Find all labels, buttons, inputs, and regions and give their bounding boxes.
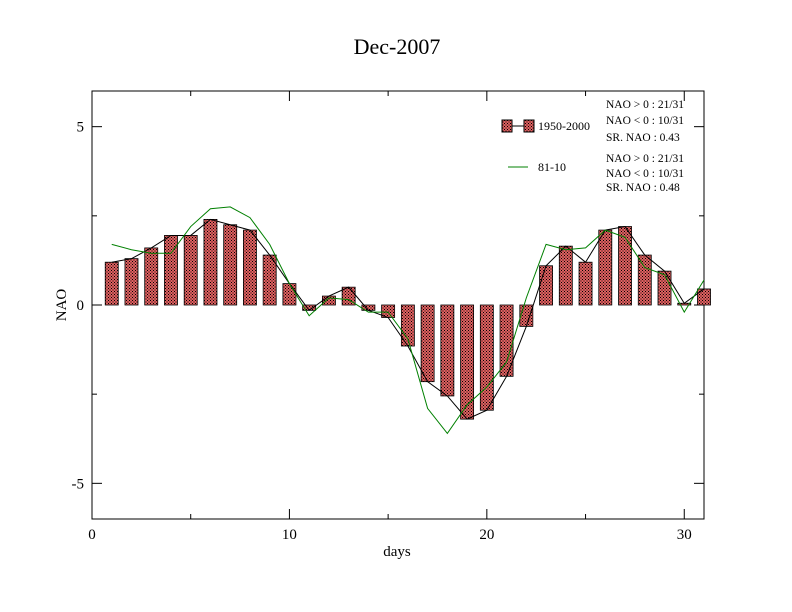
line-stat-sr: SR. NAO : 0.48 bbox=[606, 182, 680, 194]
bar-day-23 bbox=[539, 265, 553, 306]
bar-day-1 bbox=[104, 261, 119, 306]
bar-day-8 bbox=[243, 229, 257, 306]
legend-bar-swatch-right bbox=[523, 119, 535, 133]
bar-stat-negative: NAO < 0 : 10/31 bbox=[606, 115, 684, 127]
bar-day-10 bbox=[282, 283, 297, 306]
bar-day-5 bbox=[183, 235, 198, 306]
chart-title: Dec-2007 bbox=[354, 34, 441, 59]
bar-day-9 bbox=[262, 254, 277, 306]
line-stat-negative: NAO < 0 : 10/31 bbox=[606, 168, 684, 180]
x-tick-label-30: 30 bbox=[677, 527, 692, 543]
legend-bar-label: 1950-2000 bbox=[538, 119, 590, 133]
bar-day-22 bbox=[519, 304, 534, 327]
ticks-group: 0 10 20 30 5 0 -5 bbox=[72, 91, 704, 543]
line-stat-positive: NAO > 0 : 21/31 bbox=[606, 153, 684, 165]
legend: 1950-2000 81-10 NAO > 0 : 21/31 NAO < 0 … bbox=[501, 99, 684, 194]
legend-bar-swatch-left bbox=[501, 119, 513, 133]
legend-line-label: 81-10 bbox=[538, 160, 566, 174]
bar-day-17 bbox=[420, 304, 435, 383]
y-tick-label-0: 0 bbox=[77, 298, 85, 314]
bar-day-4 bbox=[164, 235, 178, 306]
bar-day-18 bbox=[440, 304, 455, 397]
y-tick-label-5: 5 bbox=[77, 120, 85, 136]
bar-day-24 bbox=[558, 245, 573, 306]
bars-group bbox=[104, 218, 711, 420]
line-series-group bbox=[111, 206, 705, 435]
bar-day-25 bbox=[578, 261, 593, 306]
bar-day-3 bbox=[144, 247, 159, 306]
bar-day-6 bbox=[203, 218, 218, 306]
bar-day-26 bbox=[598, 229, 613, 306]
bar-day-20 bbox=[479, 304, 494, 411]
bar-stat-positive: NAO > 0 : 21/31 bbox=[606, 99, 684, 111]
bar-day-27 bbox=[618, 226, 632, 306]
x-tick-label-0: 0 bbox=[88, 527, 96, 543]
y-axis-label: NAO bbox=[54, 289, 70, 322]
bar-day-31 bbox=[697, 288, 711, 306]
y-tick-label--5: -5 bbox=[72, 476, 85, 492]
bar-stat-sr: SR. NAO : 0.43 bbox=[606, 132, 680, 144]
bar-day-28 bbox=[637, 254, 652, 306]
x-tick-label-10: 10 bbox=[282, 527, 297, 543]
bar-day-2 bbox=[124, 258, 139, 306]
bar-day-19 bbox=[460, 304, 475, 420]
bar-day-7 bbox=[223, 224, 238, 306]
bar-day-29 bbox=[657, 270, 672, 306]
x-axis-label: days bbox=[383, 544, 411, 560]
x-tick-label-20: 20 bbox=[479, 527, 494, 543]
series-line-81-10 bbox=[111, 206, 705, 435]
